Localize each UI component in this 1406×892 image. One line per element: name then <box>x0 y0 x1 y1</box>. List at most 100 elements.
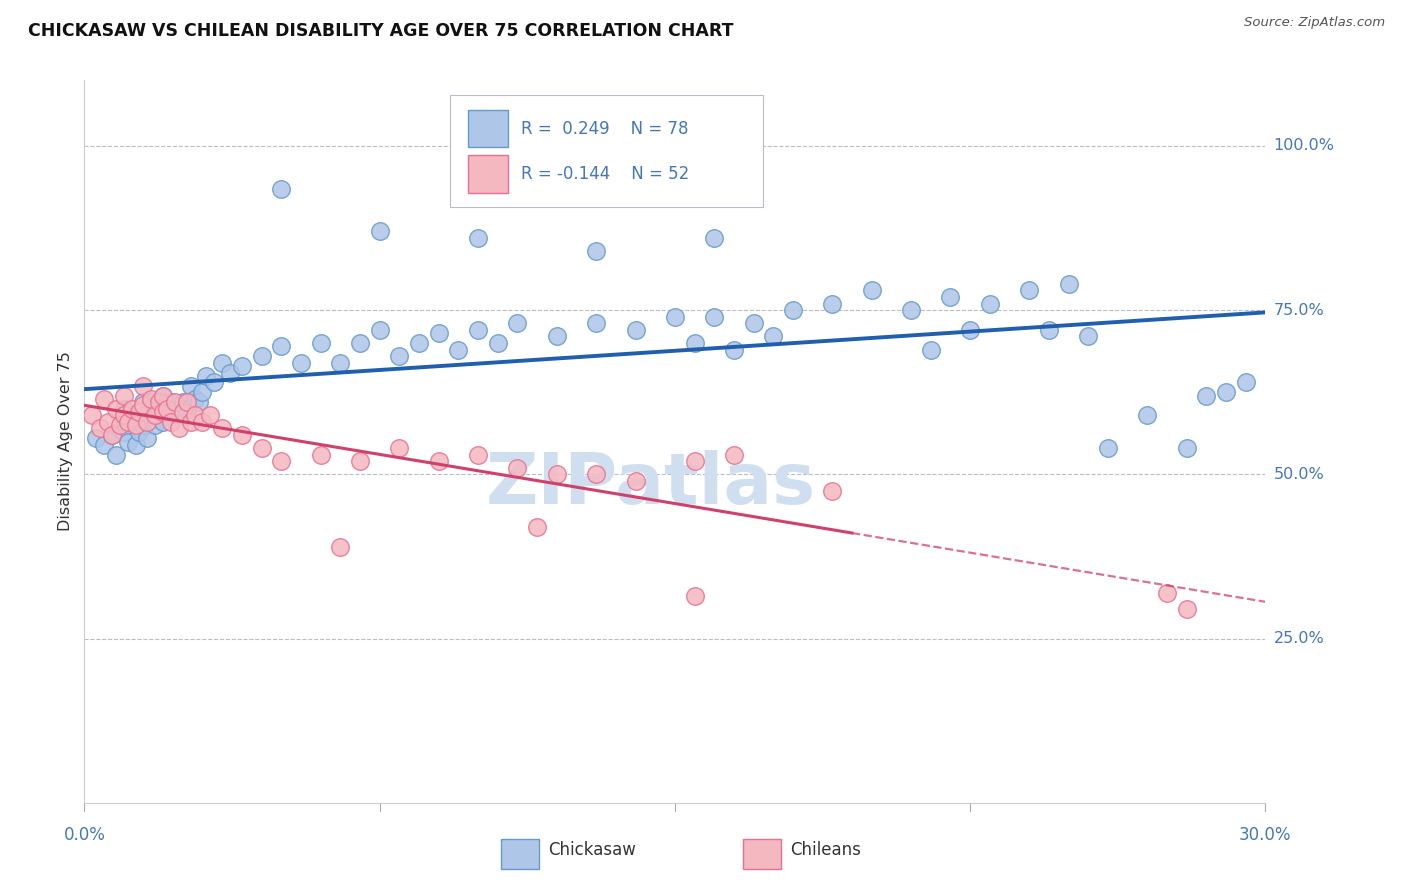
Text: Chileans: Chileans <box>790 841 862 859</box>
Point <box>939 290 962 304</box>
Point <box>309 448 332 462</box>
Point <box>191 385 214 400</box>
Point <box>585 467 607 482</box>
Point <box>191 415 214 429</box>
Point <box>368 224 391 238</box>
Point <box>231 359 253 373</box>
Point <box>309 336 332 351</box>
Point <box>1215 385 1237 400</box>
Point <box>93 392 115 406</box>
Point <box>624 323 647 337</box>
Point <box>506 460 529 475</box>
Point <box>467 448 489 462</box>
Point <box>250 349 273 363</box>
Point <box>860 284 883 298</box>
Text: 0.0%: 0.0% <box>63 826 105 844</box>
Point <box>148 395 170 409</box>
Point <box>270 454 292 468</box>
Point <box>143 409 166 423</box>
Point <box>195 368 218 383</box>
Point <box>1156 585 1178 599</box>
Point <box>329 356 352 370</box>
Point <box>683 454 706 468</box>
Point <box>1038 323 1060 337</box>
Point <box>117 434 139 449</box>
Y-axis label: Disability Age Over 75: Disability Age Over 75 <box>58 351 73 532</box>
Point <box>121 415 143 429</box>
Point <box>270 182 292 196</box>
Point <box>447 343 470 357</box>
Point <box>172 395 194 409</box>
Point <box>368 323 391 337</box>
Point <box>136 415 159 429</box>
Point <box>683 336 706 351</box>
Point <box>1195 388 1218 402</box>
Point <box>427 454 450 468</box>
Point <box>1234 376 1257 390</box>
Point <box>187 395 209 409</box>
Point <box>624 474 647 488</box>
Point <box>128 425 150 439</box>
Point <box>546 329 568 343</box>
FancyBboxPatch shape <box>502 838 538 870</box>
Point <box>683 589 706 603</box>
Point <box>526 520 548 534</box>
Point <box>112 425 135 439</box>
Point <box>176 395 198 409</box>
Text: Source: ZipAtlas.com: Source: ZipAtlas.com <box>1244 16 1385 29</box>
Point <box>136 431 159 445</box>
Point <box>172 405 194 419</box>
Point <box>1175 602 1198 616</box>
Point <box>900 303 922 318</box>
Point <box>104 448 127 462</box>
Point <box>762 329 785 343</box>
Point <box>183 409 205 423</box>
Point <box>664 310 686 324</box>
Text: CHICKASAW VS CHILEAN DISABILITY AGE OVER 75 CORRELATION CHART: CHICKASAW VS CHILEAN DISABILITY AGE OVER… <box>28 22 734 40</box>
Point <box>167 421 190 435</box>
Point <box>585 316 607 330</box>
Point <box>1097 441 1119 455</box>
FancyBboxPatch shape <box>450 95 763 207</box>
Point <box>1175 441 1198 455</box>
Point <box>821 296 844 310</box>
Point <box>821 483 844 498</box>
Point <box>112 388 135 402</box>
FancyBboxPatch shape <box>744 838 782 870</box>
Point <box>250 441 273 455</box>
Point <box>117 415 139 429</box>
Point <box>200 409 222 423</box>
Text: R = -0.144    N = 52: R = -0.144 N = 52 <box>522 165 689 183</box>
Point <box>176 401 198 416</box>
FancyBboxPatch shape <box>468 155 509 193</box>
Point <box>920 343 942 357</box>
Point <box>979 296 1001 310</box>
Point <box>388 349 411 363</box>
Point <box>408 336 430 351</box>
Point <box>723 448 745 462</box>
Point <box>104 401 127 416</box>
Point <box>132 398 155 412</box>
Point <box>84 431 107 445</box>
Point <box>112 409 135 423</box>
Point <box>152 405 174 419</box>
Point <box>152 388 174 402</box>
Point <box>132 418 155 433</box>
Point <box>349 336 371 351</box>
Point <box>270 339 292 353</box>
FancyBboxPatch shape <box>468 110 509 147</box>
Point <box>143 418 166 433</box>
Text: 50.0%: 50.0% <box>1274 467 1324 482</box>
Point <box>163 395 186 409</box>
Point <box>156 401 179 416</box>
Point <box>112 401 135 416</box>
Point <box>89 421 111 435</box>
Point <box>152 388 174 402</box>
Point <box>782 303 804 318</box>
Point <box>148 401 170 416</box>
Point <box>101 428 124 442</box>
Text: 25.0%: 25.0% <box>1274 632 1324 646</box>
Point <box>427 326 450 341</box>
Point <box>388 441 411 455</box>
Point <box>467 323 489 337</box>
